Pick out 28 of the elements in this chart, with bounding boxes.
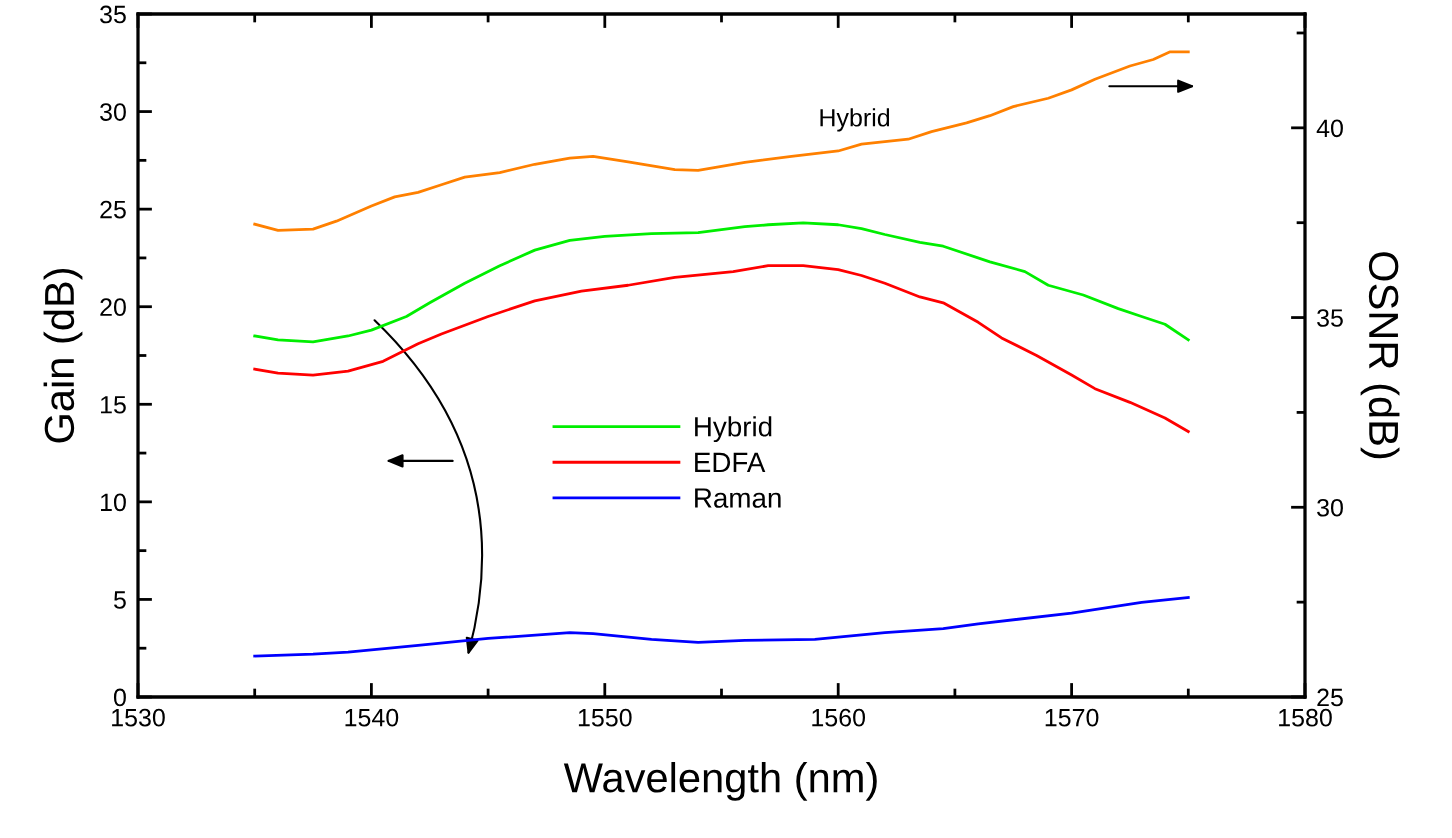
y-tick-label: 25 xyxy=(100,200,126,219)
legend-label: Raman xyxy=(695,488,781,508)
line-series xyxy=(253,596,1190,658)
line-series xyxy=(253,50,1190,232)
y-tick-label: 30 xyxy=(100,103,126,121)
y2-tick-label: 35 xyxy=(1317,309,1343,327)
series-label: Hybrid xyxy=(820,108,890,132)
y2-axis-title: OSNR (dB) xyxy=(1360,252,1400,459)
y-axis-title: Gain (dB) xyxy=(43,268,83,443)
y-tick-label: 20 xyxy=(100,298,126,317)
x-tick-label: 1550 xyxy=(578,708,632,727)
y-tick-label: 5 xyxy=(113,591,126,609)
y-tick-label: 35 xyxy=(100,5,126,24)
y-tick-label: 10 xyxy=(100,493,126,512)
x-tick-label: 1560 xyxy=(812,708,866,727)
y2-tick-label: 25 xyxy=(1317,688,1343,707)
x-tick-label: 1580 xyxy=(1279,708,1332,727)
line-series xyxy=(253,221,1190,344)
y-tick-label: 0 xyxy=(113,688,126,707)
x-tick-label: 1540 xyxy=(345,708,399,727)
legend-label: Hybrid xyxy=(695,416,772,443)
y-tick-label: 15 xyxy=(100,396,126,414)
legend-label: EDFA xyxy=(695,452,766,472)
y2-tick-label: 30 xyxy=(1317,498,1343,517)
x-tick-label: 1570 xyxy=(1045,708,1099,727)
y2-tick-label: 40 xyxy=(1316,119,1343,138)
x-tick-label: 1530 xyxy=(112,708,165,727)
x-axis-title: Wavelength (nm) xyxy=(563,761,877,801)
